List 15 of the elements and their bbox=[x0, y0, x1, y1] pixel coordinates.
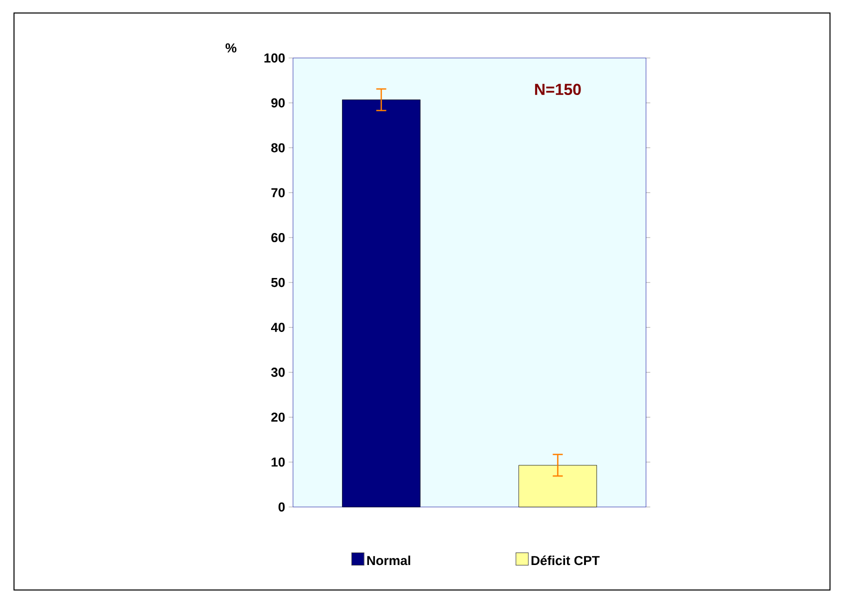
y-tick-label: 20 bbox=[271, 412, 285, 422]
y-tick-label: 50 bbox=[271, 278, 285, 288]
y-tick-label: 0 bbox=[278, 502, 285, 512]
x-tick-label: Déficit CPT bbox=[532, 555, 600, 566]
y-tick-label: 70 bbox=[271, 188, 285, 198]
y-tick-label: 100 bbox=[264, 53, 285, 63]
x-tick-label: Normal bbox=[367, 556, 410, 566]
annotation: N=150 bbox=[535, 84, 581, 96]
y-tick-label: 10 bbox=[272, 457, 285, 467]
y-tick-label: 30 bbox=[271, 368, 285, 377]
y-axis-title: % bbox=[226, 43, 236, 52]
y-tick-label: 90 bbox=[271, 98, 285, 108]
y-tick-label: 80 bbox=[271, 143, 285, 152]
y-tick-label: 60 bbox=[271, 232, 285, 242]
y-tick-label: 40 bbox=[271, 322, 285, 332]
